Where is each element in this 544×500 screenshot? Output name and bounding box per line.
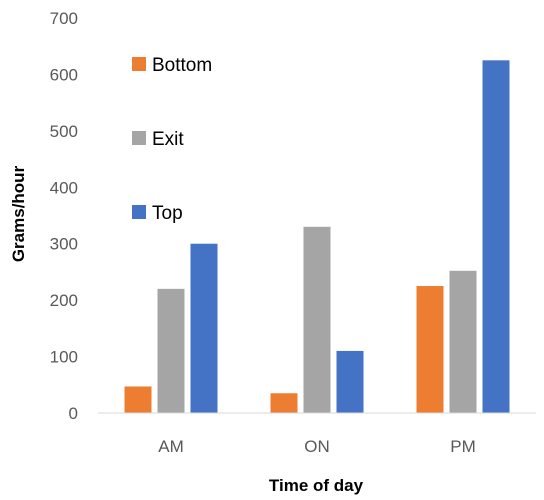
y-tick-label: 700 [50, 9, 78, 28]
legend-label-exit: Exit [152, 129, 184, 150]
x-tick-label: AM [158, 437, 184, 456]
x-axis-ticks: AM ON PM [158, 437, 476, 456]
bar-bottom-am [124, 386, 152, 413]
y-tick-label: 0 [69, 404, 78, 423]
x-axis-title: Time of day [269, 476, 364, 495]
y-tick-label: 200 [50, 291, 78, 310]
bar-exit-pm [449, 270, 477, 413]
y-tick-label: 600 [50, 65, 78, 84]
bar-exit-am [157, 288, 185, 413]
y-axis-ticks: 0 100 200 300 400 500 600 700 [50, 9, 78, 423]
bar-exit-on [303, 226, 331, 413]
y-axis-title: Grams/hour [9, 165, 28, 262]
y-tick-label: 500 [50, 122, 78, 141]
bar-top-pm [482, 60, 510, 413]
y-tick-label: 100 [50, 348, 78, 367]
bar-bottom-pm [416, 286, 444, 413]
legend-swatch-exit [132, 131, 146, 145]
x-tick-label: PM [450, 437, 476, 456]
legend-swatch-bottom [132, 57, 146, 71]
legend-label-top: Top [152, 203, 183, 224]
bar-top-am [190, 243, 218, 413]
bar-top-on [336, 350, 364, 413]
y-tick-label: 400 [50, 178, 78, 197]
legend-label-bottom: Bottom [152, 55, 212, 76]
bars [124, 60, 510, 413]
legend: Bottom Exit Top [132, 55, 212, 224]
legend-swatch-top [132, 205, 146, 219]
y-tick-label: 300 [50, 235, 78, 254]
x-tick-label: ON [304, 437, 330, 456]
bar-bottom-on [270, 393, 298, 413]
